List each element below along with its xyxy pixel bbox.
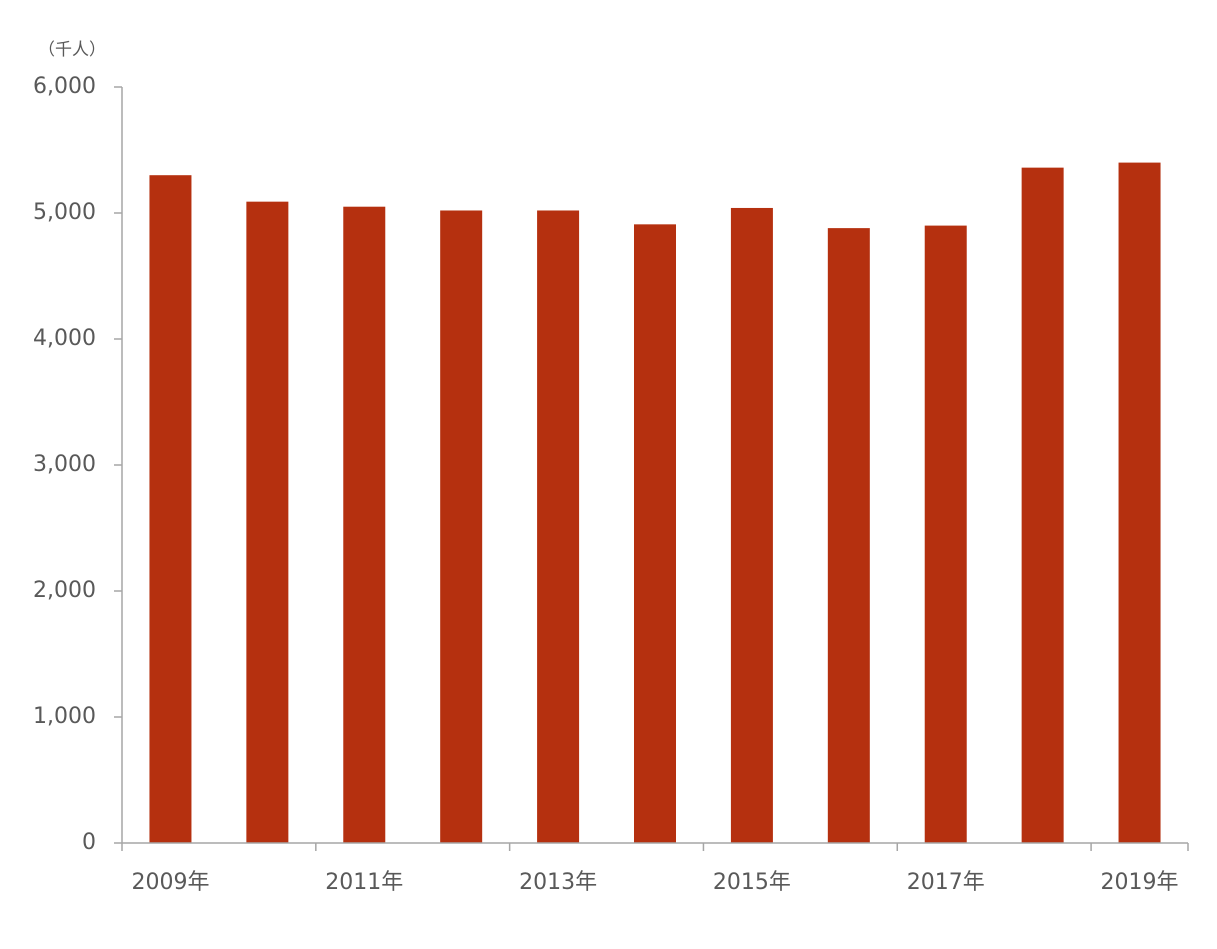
x-tick-label: 2017年 [907,870,985,895]
bar [537,210,580,844]
y-tick-label: 1,000 [33,704,96,729]
y-tick-label: 4,000 [33,326,96,351]
bar [827,228,870,843]
unit-label: （千人） [38,40,106,60]
y-tick-label: 5,000 [33,200,96,225]
y-tick-label: 2,000 [33,578,96,603]
y-tick-label: 0 [82,830,96,855]
y-tick-label: 6,000 [33,74,96,99]
bar [1118,162,1161,844]
x-tick-label: 2015年 [713,870,791,895]
bar [440,210,483,844]
bar [924,225,967,844]
x-tick-label: 2011年 [325,870,403,895]
x-tick-label: 2019年 [1101,870,1179,895]
bar [246,201,289,843]
x-tick-label: 2009年 [131,870,209,895]
y-tick-label: 3,000 [33,452,96,477]
bar [149,175,192,843]
bar [343,206,386,843]
x-tick-label: 2013年 [519,870,597,895]
bar [730,207,773,843]
bar [634,224,676,844]
bar [1021,167,1064,843]
